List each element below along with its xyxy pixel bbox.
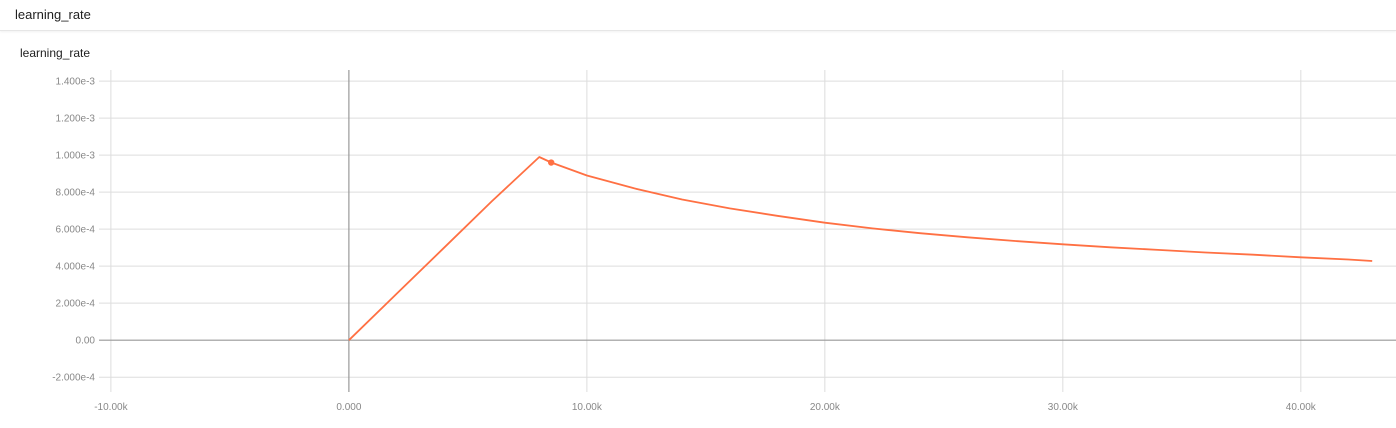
y-tick-label: 1.200e-3 <box>56 114 96 125</box>
x-tick-label: 10.00k <box>572 402 603 413</box>
y-tick-label: 2.000e-4 <box>56 299 96 310</box>
y-tick-label: 1.000e-3 <box>56 151 96 162</box>
section-title: learning_rate <box>15 7 91 22</box>
series-layer <box>348 156 1373 341</box>
tick-labels: -2.000e-4 0.00 2.000e-4 4.000e-4 6.000e-4 8.0… <box>52 77 1317 413</box>
axis-layer <box>99 70 1396 392</box>
y-tick-label: 8.000e-4 <box>56 188 96 199</box>
section-header[interactable]: learning_rate <box>0 0 1396 31</box>
x-tick-label: 0.000 <box>336 402 361 413</box>
highlight-point[interactable] <box>547 159 555 166</box>
chart-card-title: learning_rate <box>20 46 91 60</box>
y-tick-label: 0.00 <box>76 336 96 347</box>
x-tick-label: 30.00k <box>1048 402 1079 413</box>
y-tick-label: 4.000e-4 <box>56 262 96 273</box>
x-tick-label: 20.00k <box>810 402 841 413</box>
y-tick-label: 1.400e-3 <box>56 77 96 88</box>
y-tick-label: -2.000e-4 <box>52 373 95 384</box>
learning-rate-series-line <box>348 156 1373 341</box>
y-tick-label: 6.000e-4 <box>56 225 96 236</box>
x-tick-label: -10.00k <box>94 402 128 413</box>
x-tick-label: 40.00k <box>1286 402 1317 413</box>
grid-layer <box>99 70 1396 392</box>
